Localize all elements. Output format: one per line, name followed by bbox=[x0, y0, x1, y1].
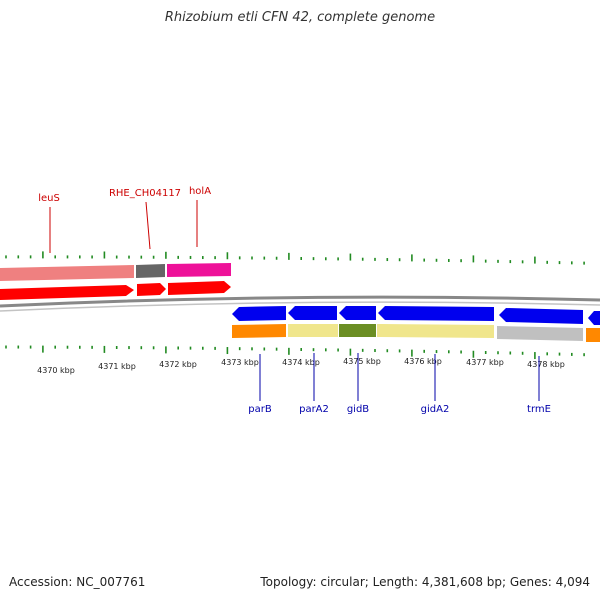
kbp-label: 4377 kbp bbox=[466, 358, 504, 367]
kbp-label: 4376 kbp bbox=[404, 357, 442, 366]
cds-arrow-gidB bbox=[339, 306, 376, 320]
bottom-gene-track bbox=[232, 324, 600, 342]
cds-arrow-parA2 bbox=[288, 306, 337, 320]
genome-summary-text: Topology: circular; Length: 4,381,608 bp… bbox=[260, 575, 590, 589]
gene-bar-RHE_CH04117 bbox=[136, 264, 165, 278]
top-gene-label-group: leuS RHE_CH04117 holA bbox=[38, 186, 211, 253]
top-tick-marks bbox=[5, 251, 585, 265]
top-cds-track bbox=[0, 281, 231, 300]
kbp-label-group: 4370 kbp 4371 kbp 4372 kbp 4373 kbp 4374 kbp… bbox=[37, 357, 565, 375]
bottom-cds-track bbox=[232, 306, 600, 325]
cds-arrow-RHE_CH04117 bbox=[137, 283, 166, 296]
top-gene-leader-line bbox=[145, 201, 151, 250]
cds-arrow-trmE bbox=[499, 308, 583, 324]
bottom-gene-label-group: parB parA2 gidB gidA2 trmE bbox=[248, 353, 551, 415]
gene-bar-leuS bbox=[0, 265, 134, 281]
gene-bar-next bbox=[586, 328, 600, 342]
gene-bar-gidA2 bbox=[377, 324, 494, 338]
bottom-gene-label: gidA2 bbox=[421, 404, 450, 415]
top-gene-label: leuS bbox=[38, 193, 60, 204]
top-gene-label: holA bbox=[189, 186, 211, 197]
accession-text: Accession: NC_007761 bbox=[9, 575, 146, 589]
gene-bar-parA2 bbox=[288, 324, 338, 337]
gene-bar-holA bbox=[167, 263, 231, 277]
bottom-gene-label: parB bbox=[248, 404, 272, 415]
top-gene-track bbox=[0, 263, 231, 281]
gene-bar-trmE bbox=[497, 326, 583, 341]
kbp-label: 4370 kbp bbox=[37, 366, 75, 375]
backbone-inner bbox=[0, 301, 600, 312]
cds-arrow-holA bbox=[168, 281, 231, 295]
kbp-label: 4378 kbp bbox=[527, 360, 565, 369]
backbone-outer bbox=[0, 295, 600, 308]
cds-arrow-leuS bbox=[0, 285, 134, 300]
kbp-label: 4375 kbp bbox=[343, 357, 381, 366]
kbp-label: 4374 kbp bbox=[282, 358, 320, 367]
bottom-gene-label: gidB bbox=[347, 404, 369, 415]
gene-bar-parB bbox=[232, 324, 286, 338]
cds-arrow-parB bbox=[232, 306, 286, 321]
cds-arrow-next bbox=[588, 311, 600, 325]
kbp-label: 4373 kbp bbox=[221, 358, 259, 367]
cds-arrow-gidA2 bbox=[378, 306, 494, 321]
gene-bar-gidB bbox=[339, 324, 376, 337]
map-title: Rhizobium etli CFN 42, complete genome bbox=[164, 10, 436, 25]
kbp-label: 4372 kbp bbox=[159, 360, 197, 369]
top-gene-label: RHE_CH04117 bbox=[109, 188, 181, 199]
bottom-gene-label: trmE bbox=[527, 404, 551, 415]
kbp-label: 4371 kbp bbox=[98, 362, 136, 371]
bottom-tick-marks bbox=[5, 345, 585, 360]
bottom-gene-label: parA2 bbox=[299, 404, 329, 415]
